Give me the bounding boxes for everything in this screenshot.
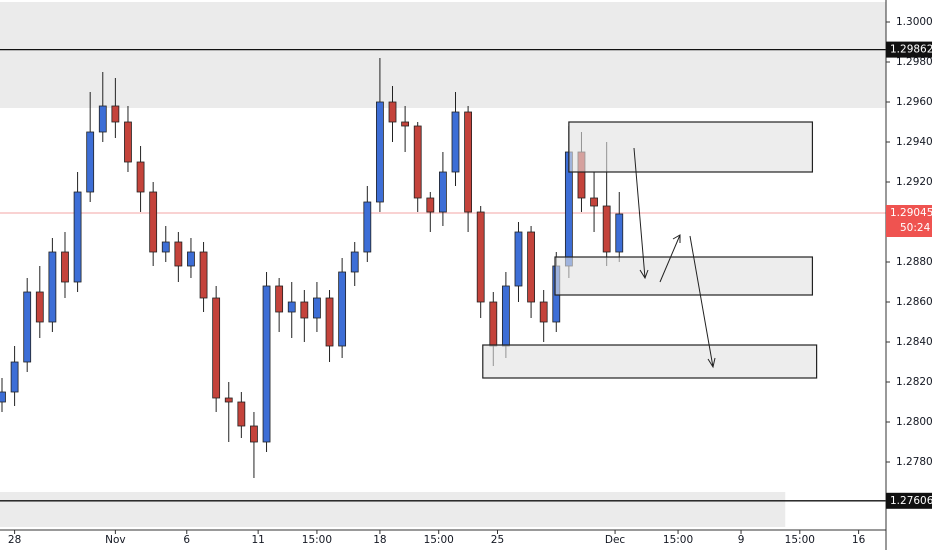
- x-tick-label: 11: [251, 534, 264, 546]
- y-tick-label: 1.28000: [896, 416, 932, 428]
- x-tick-label: 15:00: [663, 534, 693, 546]
- y-tick-label: 1.30000: [896, 16, 932, 28]
- candle-body: [124, 121, 132, 163]
- candle-body: [426, 197, 435, 213]
- arrows: [633, 147, 716, 369]
- candle-body: [187, 251, 195, 267]
- level-label: 1.29862: [890, 44, 932, 56]
- candle-body: [615, 213, 624, 253]
- zone-box: [482, 344, 818, 379]
- x-tick-label: 15:00: [785, 534, 815, 546]
- candle-body: [501, 285, 510, 347]
- x-tick-label: 15:00: [424, 534, 454, 546]
- candle-body: [23, 291, 32, 363]
- x-tick-label: 15:00: [302, 534, 332, 546]
- candle-body: [250, 425, 258, 443]
- candle-body: [262, 285, 271, 443]
- y-tick-label: 1.28600: [896, 296, 932, 308]
- countdown-label: 50:24: [900, 222, 931, 234]
- zone-box: [568, 121, 814, 173]
- candle-body: [388, 101, 397, 123]
- candle-body: [287, 301, 296, 313]
- candle-body: [73, 191, 82, 283]
- candle-body: [590, 197, 598, 207]
- y-tick-label: 1.29200: [896, 176, 932, 188]
- candle-body: [489, 301, 498, 347]
- candle-body: [338, 271, 347, 347]
- candle-body: [350, 251, 359, 273]
- zone: [0, 492, 786, 527]
- candle-body: [199, 251, 208, 299]
- candle-body: [136, 161, 145, 193]
- candle-body: [111, 105, 120, 123]
- x-tick-label: 16: [852, 534, 866, 546]
- candle-body: [149, 191, 158, 253]
- candle-body: [275, 285, 284, 313]
- zone: [0, 1, 886, 108]
- candle-body: [539, 301, 548, 323]
- x-tick-label: Dec: [605, 534, 626, 546]
- candle-body: [401, 121, 410, 127]
- zone-box: [554, 256, 814, 296]
- x-tick-label: 9: [738, 534, 745, 546]
- candle-body: [86, 131, 95, 193]
- candle-body: [0, 391, 6, 403]
- candle-body: [413, 125, 422, 199]
- candle-body: [174, 241, 183, 267]
- y-tick-label: 1.28400: [896, 336, 932, 348]
- candle-body: [48, 251, 57, 323]
- y-tick-label: 1.28200: [896, 376, 932, 388]
- x-tick-label: Nov: [105, 534, 126, 546]
- candle-body: [161, 241, 170, 253]
- candle-body: [35, 291, 44, 323]
- candle-body: [602, 205, 611, 253]
- y-tick-label: 1.29400: [896, 136, 932, 148]
- candle-body: [527, 231, 535, 303]
- x-tick-label: 6: [183, 534, 190, 546]
- candle-body: [451, 111, 460, 173]
- arrow: [689, 235, 716, 369]
- x-tick-label: 25: [491, 534, 504, 546]
- candle-body: [376, 101, 384, 203]
- y-tick-label: 1.29600: [896, 96, 932, 108]
- candle-body: [476, 211, 485, 303]
- candle-body: [300, 301, 309, 319]
- y-tick-label: 1.29800: [896, 56, 932, 68]
- y-tick-label: 1.28800: [896, 256, 932, 268]
- arrow: [659, 234, 681, 283]
- price-tag: [886, 205, 932, 237]
- candle-body: [98, 105, 107, 133]
- current-price-label: 1.29045: [890, 207, 932, 219]
- arrow: [633, 147, 649, 280]
- candle-body: [514, 231, 523, 287]
- candle-body: [363, 201, 372, 253]
- candle-body: [439, 171, 447, 213]
- x-tick-label: 18: [373, 534, 386, 546]
- x-tick-label: 28: [8, 534, 21, 546]
- level-tag: [886, 41, 932, 58]
- candle-body: [224, 397, 233, 403]
- y-tick-label: 1.27800: [896, 456, 932, 468]
- candle-body: [61, 251, 69, 283]
- candle-body: [313, 297, 321, 319]
- candle-body: [325, 297, 334, 347]
- candle-body: [212, 297, 221, 399]
- level-label: 1.27606: [890, 495, 932, 507]
- candle-body: [464, 111, 472, 213]
- candle-body: [10, 361, 19, 393]
- level-tag: [886, 492, 932, 509]
- candle-body: [237, 401, 246, 427]
